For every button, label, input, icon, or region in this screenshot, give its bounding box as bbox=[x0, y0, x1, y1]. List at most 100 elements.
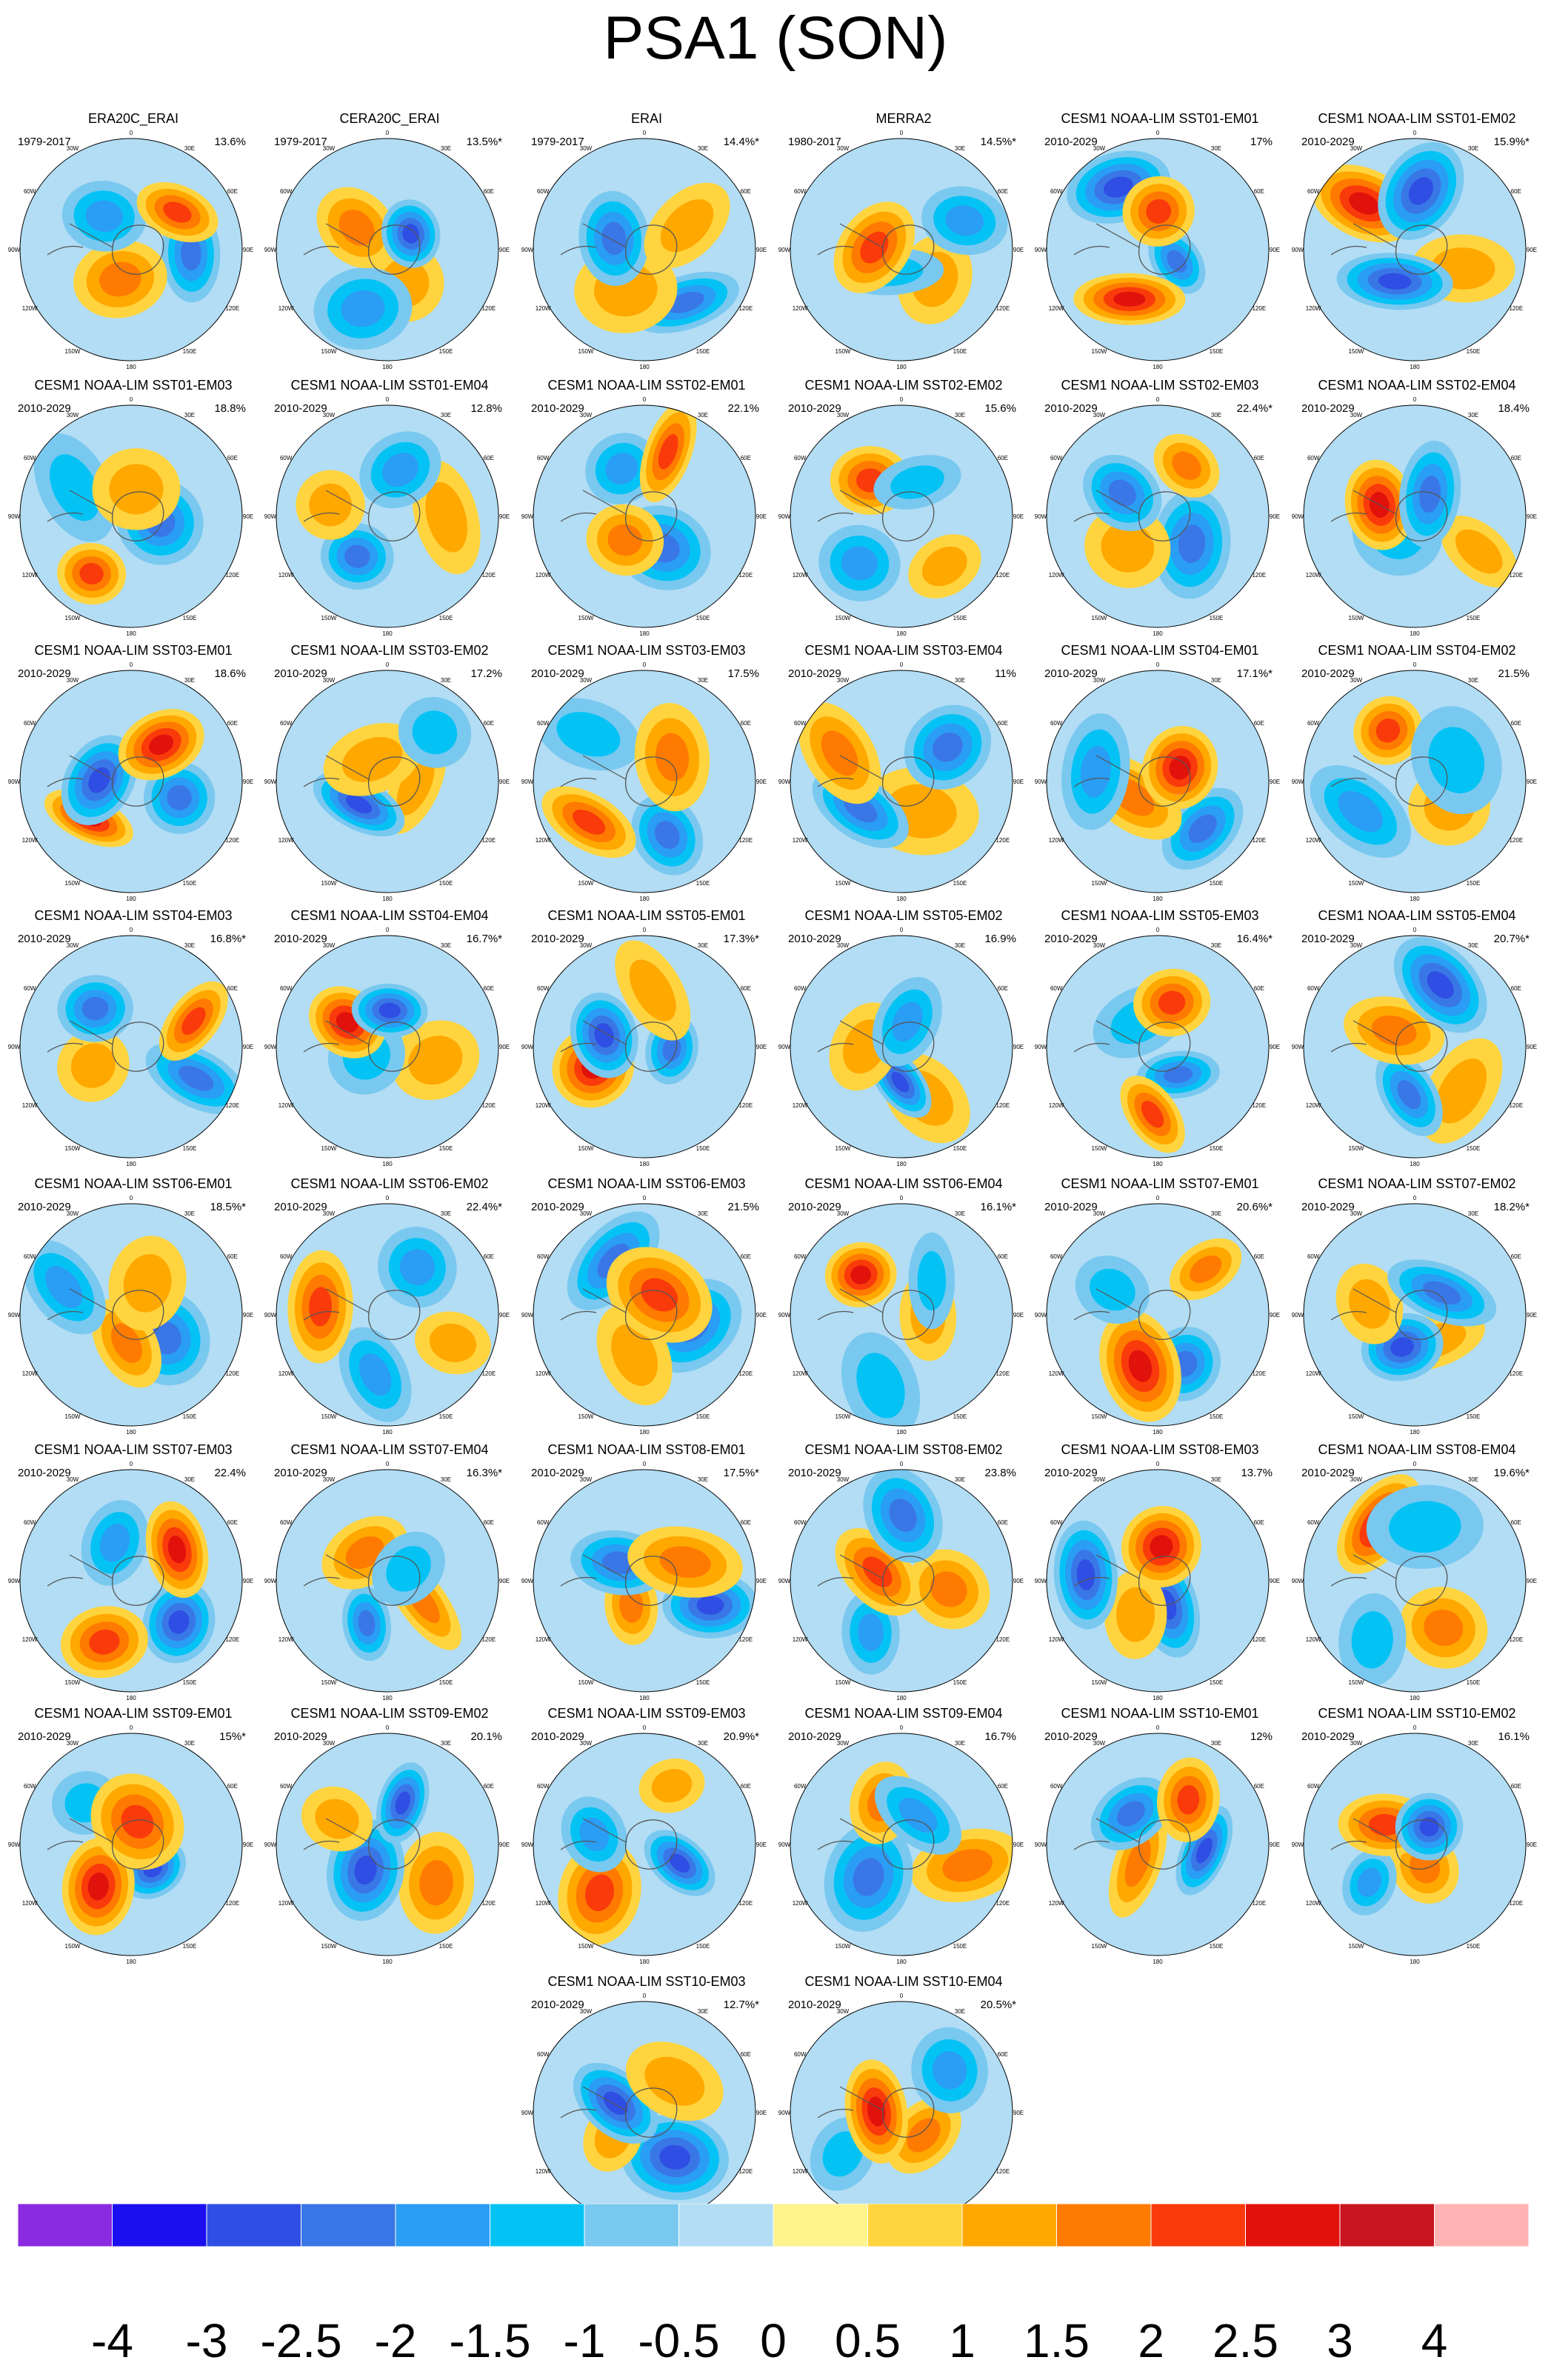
longitude-label: 0 bbox=[386, 396, 390, 403]
colorbar-swatch bbox=[1056, 2204, 1152, 2247]
longitude-label: 120W bbox=[536, 1900, 551, 1907]
panel-title: CESM1 NOAA-LIM SST07-EM04 bbox=[290, 1442, 489, 1457]
longitude-label: 90W bbox=[1292, 247, 1304, 253]
colorbar-tick-label: -2.5 bbox=[260, 2314, 342, 2367]
longitude-label: 30E bbox=[1211, 1210, 1221, 1217]
longitude-label: 180 bbox=[1153, 1429, 1163, 1436]
longitude-label: 150W bbox=[65, 348, 81, 355]
map-panel: 0 30E 60E 90E 120E 150E 180 150W 120W 90W 60W 30W CE… bbox=[1034, 1706, 1286, 1971]
longitude-label: 30E bbox=[1468, 145, 1478, 152]
longitude-label: 120E bbox=[1509, 1900, 1523, 1907]
longitude-label: 90E bbox=[1527, 1578, 1537, 1584]
longitude-label: 90E bbox=[1013, 1841, 1024, 1848]
longitude-label: 0 bbox=[1413, 661, 1417, 668]
longitude-label: 0 bbox=[130, 1724, 133, 1731]
panel-variance-percent: 12.7%* bbox=[723, 1999, 759, 2011]
longitude-label: 0 bbox=[900, 130, 904, 136]
longitude-label: 120E bbox=[481, 1370, 496, 1377]
longitude-label: 90E bbox=[1013, 2110, 1024, 2116]
panel-variance-percent: 17.2% bbox=[470, 667, 502, 680]
longitude-label: 60E bbox=[484, 720, 494, 727]
longitude-label: 150E bbox=[439, 348, 453, 355]
panel-title: CESM1 NOAA-LIM SST01-EM02 bbox=[1318, 111, 1516, 126]
longitude-label: 90W bbox=[1292, 1578, 1304, 1584]
panel-period: 2010-2029 bbox=[274, 667, 327, 680]
longitude-label: 150E bbox=[439, 1413, 453, 1420]
longitude-label: 0 bbox=[130, 130, 133, 136]
longitude-label: 60E bbox=[484, 188, 494, 195]
longitude-label: 180 bbox=[126, 364, 136, 370]
panel-title: CESM1 NOAA-LIM SST09-EM04 bbox=[804, 1706, 1003, 1721]
longitude-label: 180 bbox=[896, 630, 907, 637]
panel-variance-percent: 14.4%* bbox=[723, 136, 759, 148]
longitude-label: 30E bbox=[1468, 412, 1478, 419]
map-panel: 0 30E 60E 90E 120E 150E 180 150W 120W 90W 60W 30W CE… bbox=[778, 908, 1030, 1173]
longitude-label: 150E bbox=[1210, 615, 1224, 621]
longitude-label: 90W bbox=[521, 2110, 534, 2116]
longitude-label: 60W bbox=[1307, 188, 1320, 195]
longitude-label: 60W bbox=[1307, 720, 1320, 727]
map-panel: 0 30E 60E 90E 120E 150E 180 150W 120W 90W 60W 30W CE… bbox=[1291, 1706, 1543, 1971]
panel-period: 2010-2029 bbox=[1044, 136, 1098, 148]
longitude-label: 60E bbox=[998, 720, 1008, 727]
colorbar-swatch bbox=[301, 2204, 396, 2247]
longitude-label: 90W bbox=[778, 2110, 791, 2116]
longitude-label: 150W bbox=[578, 615, 594, 621]
longitude-label: 30W bbox=[580, 1210, 593, 1217]
colorbar-tick-label: 3 bbox=[1327, 2314, 1353, 2367]
longitude-label: 30E bbox=[1468, 1740, 1478, 1747]
longitude-label: 60W bbox=[24, 455, 36, 461]
panel-title: ERA20C_ERAI bbox=[87, 111, 179, 126]
longitude-label: 120E bbox=[481, 305, 496, 312]
longitude-label: 0 bbox=[386, 1195, 390, 1201]
longitude-label: 90E bbox=[1013, 779, 1024, 785]
longitude-label: 30E bbox=[1211, 1476, 1221, 1483]
longitude-label: 60E bbox=[741, 188, 751, 195]
longitude-label: 120W bbox=[278, 305, 294, 312]
longitude-label: 90W bbox=[8, 779, 21, 785]
longitude-label: 150W bbox=[1092, 348, 1107, 355]
map-panel: 0 30E 60E 90E 120E 150E 180 150W 120W 90W 60W 30W CE… bbox=[1291, 378, 1543, 643]
longitude-label: 90W bbox=[1035, 1578, 1047, 1584]
longitude-label: 120E bbox=[1252, 1636, 1266, 1643]
panel-title: CESM1 NOAA-LIM SST10-EM02 bbox=[1318, 1706, 1516, 1721]
longitude-label: 30W bbox=[1093, 1740, 1106, 1747]
longitude-label: 150E bbox=[696, 348, 710, 355]
longitude-label: 30W bbox=[323, 677, 336, 684]
longitude-label: 30W bbox=[323, 1210, 336, 1217]
longitude-label: 30E bbox=[698, 2008, 708, 2015]
colorbar-tick-label: -2 bbox=[374, 2314, 417, 2367]
panel-variance-percent: 23.8% bbox=[984, 1467, 1016, 1479]
panel-variance-percent: 16.3%* bbox=[466, 1467, 502, 1479]
longitude-label: 60W bbox=[280, 1253, 293, 1260]
longitude-label: 90W bbox=[264, 1312, 277, 1319]
longitude-label: 90E bbox=[243, 247, 253, 253]
longitude-label: 30W bbox=[1350, 1740, 1363, 1747]
longitude-label: 180 bbox=[639, 1959, 650, 1965]
longitude-label: 150E bbox=[183, 1145, 197, 1152]
longitude-label: 120W bbox=[1306, 1900, 1321, 1907]
longitude-label: 90W bbox=[521, 1578, 534, 1584]
longitude-label: 90E bbox=[499, 1312, 510, 1319]
panel-period: 2010-2029 bbox=[18, 402, 71, 415]
longitude-label: 60W bbox=[24, 1519, 36, 1526]
longitude-label: 180 bbox=[1410, 896, 1420, 902]
longitude-label: 150W bbox=[835, 615, 851, 621]
longitude-label: 30E bbox=[698, 942, 708, 949]
longitude-label: 150W bbox=[1092, 1679, 1107, 1686]
longitude-label: 30W bbox=[837, 2008, 850, 2015]
longitude-label: 0 bbox=[1156, 661, 1160, 668]
longitude-label: 60W bbox=[24, 985, 36, 992]
longitude-label: 60W bbox=[794, 1253, 807, 1260]
longitude-label: 60W bbox=[537, 1253, 550, 1260]
longitude-label: 60W bbox=[1307, 1783, 1320, 1790]
longitude-label: 150E bbox=[953, 348, 967, 355]
longitude-label: 90E bbox=[1527, 1841, 1537, 1848]
